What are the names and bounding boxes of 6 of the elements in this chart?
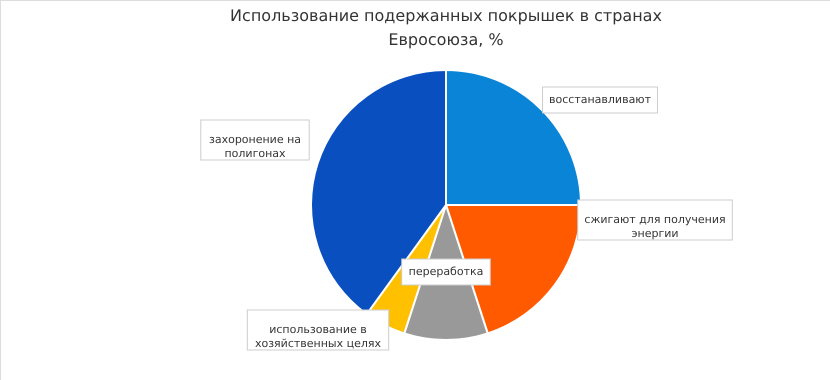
chart-title: Использование подержанных покрышек в странах Евросоюза, % (230, 6, 662, 49)
slice-label: сжигают для получения энергии (584, 213, 726, 240)
slice-label: переработка (408, 265, 484, 278)
slice-label: восстанавливают (549, 93, 652, 106)
slice-label: использование в хозяйственных целях (254, 323, 382, 350)
slice-label: захоронение на полигонах (208, 133, 302, 160)
